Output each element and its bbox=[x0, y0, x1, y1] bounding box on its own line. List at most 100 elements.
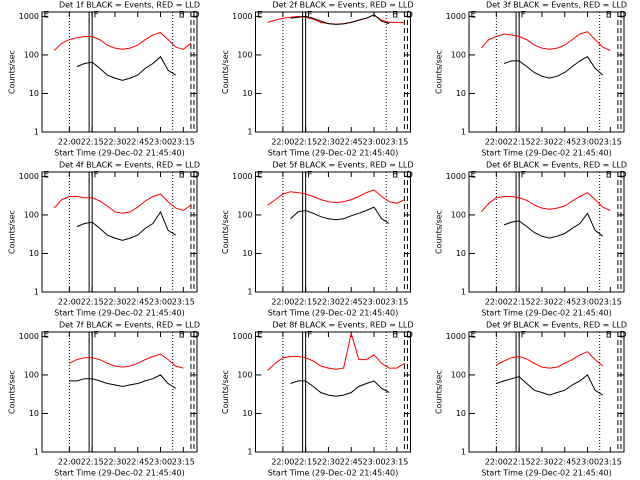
annotation: E bbox=[392, 171, 398, 181]
annotation: E bbox=[471, 171, 477, 181]
y-tick-label: 10 bbox=[29, 89, 39, 98]
y-tick-label: 10 bbox=[456, 249, 466, 258]
x-tick-label: 22:15 bbox=[81, 298, 104, 307]
x-axis-label: Start Time (29-Dec-02 21:45:40) bbox=[268, 469, 399, 478]
annotation: E bbox=[179, 171, 185, 181]
panel: Det 9f BLACK = Events, RED = LLD Start Ti… bbox=[435, 321, 628, 478]
series-line bbox=[503, 212, 604, 239]
annotation: D bbox=[406, 331, 413, 341]
plot-frame bbox=[255, 331, 411, 453]
annotation: F bbox=[521, 11, 526, 21]
series-line bbox=[69, 353, 184, 369]
x-tick-label: 23:00 bbox=[576, 298, 599, 307]
y-tick-label: 10 bbox=[29, 249, 39, 258]
y-axis-label: Counts/sec bbox=[8, 210, 17, 254]
y-axis-label: Counts/sec bbox=[435, 210, 444, 254]
x-tick-label: 22:00 bbox=[271, 458, 294, 467]
panel: Det 7f BLACK = Events, RED = LLD Start Ti… bbox=[8, 321, 201, 478]
plot-frame bbox=[255, 11, 411, 133]
x-tick-label: 23:15 bbox=[172, 138, 195, 147]
y-tick-label: 100 bbox=[24, 50, 39, 59]
x-axis-label: Start Time (29-Dec-02 21:45:40) bbox=[54, 469, 185, 478]
x-tick-label: 22:45 bbox=[340, 458, 363, 467]
y-tick-label: 1 bbox=[461, 288, 466, 297]
panel: Det 8f BLACK = Events, RED = LLD Start Ti… bbox=[221, 321, 414, 478]
x-tick-label: 22:30 bbox=[103, 138, 126, 147]
series-line bbox=[496, 351, 604, 369]
x-tick-label: 23:00 bbox=[149, 298, 172, 307]
annotation: D bbox=[619, 331, 626, 341]
annotation: E bbox=[179, 11, 185, 21]
annotation: E bbox=[179, 331, 185, 341]
x-tick-label: 22:15 bbox=[294, 138, 317, 147]
panel: Det 5f BLACK = Events, RED = LLD Start Ti… bbox=[221, 161, 414, 318]
series-line bbox=[496, 374, 603, 396]
x-tick-label: 22:15 bbox=[81, 138, 104, 147]
x-tick-label: 22:00 bbox=[58, 298, 81, 307]
annotation: E bbox=[392, 331, 398, 341]
x-tick-label: 22:45 bbox=[553, 458, 576, 467]
y-axis-label: Counts/sec bbox=[435, 370, 444, 414]
x-tick-label: 22:45 bbox=[126, 298, 149, 307]
x-axis-label: Start Time (29-Dec-02 21:45:40) bbox=[481, 469, 612, 478]
annotation: F bbox=[94, 331, 99, 341]
plot-frame bbox=[41, 171, 198, 293]
x-tick-label: 23:00 bbox=[149, 458, 172, 467]
annotation: D bbox=[406, 11, 413, 21]
annotation: F bbox=[307, 11, 312, 21]
y-axis-label: Counts/sec bbox=[221, 50, 230, 94]
y-tick-label: 1 bbox=[247, 288, 252, 297]
x-tick-label: 22:45 bbox=[553, 298, 576, 307]
x-axis-label: Start Time (29-Dec-02 21:45:40) bbox=[54, 309, 185, 318]
x-tick-label: 22:00 bbox=[271, 298, 294, 307]
x-tick-label: 22:00 bbox=[485, 458, 508, 467]
panel: Det 2f BLACK = Events, RED = LLD Start Ti… bbox=[221, 1, 414, 158]
x-tick-label: 23:15 bbox=[385, 458, 408, 467]
x-tick-label: 22:00 bbox=[58, 138, 81, 147]
series-line bbox=[503, 56, 604, 79]
annotation: E bbox=[392, 11, 398, 21]
x-tick-label: 23:15 bbox=[599, 458, 622, 467]
chart-title: Det 7f BLACK = Events, RED = LLD bbox=[59, 321, 200, 330]
chart-title: Det 9f BLACK = Events, RED = LLD bbox=[486, 321, 627, 330]
annotation: D bbox=[192, 171, 199, 181]
y-tick-label: 1 bbox=[247, 128, 252, 137]
panel: Det 4f BLACK = Events, RED = LLD Start Ti… bbox=[8, 161, 201, 318]
x-tick-label: 23:15 bbox=[599, 138, 622, 147]
x-tick-label: 22:30 bbox=[530, 298, 553, 307]
y-tick-label: 10 bbox=[29, 409, 39, 418]
annotation: D bbox=[192, 11, 199, 21]
x-tick-label: 22:15 bbox=[294, 298, 317, 307]
y-tick-label: 100 bbox=[24, 370, 39, 379]
annotation: F bbox=[94, 171, 99, 181]
annotation: E bbox=[606, 171, 612, 181]
y-tick-label: 100 bbox=[237, 370, 252, 379]
x-tick-label: 23:00 bbox=[362, 298, 385, 307]
x-tick-label: 23:00 bbox=[362, 138, 385, 147]
series-line bbox=[53, 32, 192, 51]
y-axis-label: Counts/sec bbox=[435, 50, 444, 94]
x-tick-label: 22:45 bbox=[340, 298, 363, 307]
y-tick-label: 1000 bbox=[19, 172, 39, 181]
y-tick-label: 1 bbox=[34, 288, 39, 297]
plot-frame bbox=[41, 11, 198, 133]
x-tick-label: 23:15 bbox=[172, 298, 195, 307]
chart-title: Det 6f BLACK = Events, RED = LLD bbox=[486, 161, 627, 170]
x-tick-label: 22:30 bbox=[317, 298, 340, 307]
y-axis-label: Counts/sec bbox=[8, 370, 17, 414]
x-axis-label: Start Time (29-Dec-02 21:45:40) bbox=[268, 149, 399, 158]
annotation: E bbox=[606, 331, 612, 341]
annotation: D bbox=[192, 331, 199, 341]
chart-title: Det 4f BLACK = Events, RED = LLD bbox=[59, 161, 200, 170]
y-tick-label: 1000 bbox=[446, 172, 466, 181]
series-line bbox=[267, 333, 405, 371]
x-tick-label: 22:00 bbox=[58, 458, 81, 467]
annotation: E bbox=[44, 11, 50, 21]
annotation: E bbox=[471, 11, 477, 21]
annotation: D bbox=[619, 11, 626, 21]
x-axis-label: Start Time (29-Dec-02 21:45:40) bbox=[481, 149, 612, 158]
x-tick-label: 23:15 bbox=[599, 298, 622, 307]
annotation: F bbox=[94, 11, 99, 21]
annotation: E bbox=[257, 331, 263, 341]
